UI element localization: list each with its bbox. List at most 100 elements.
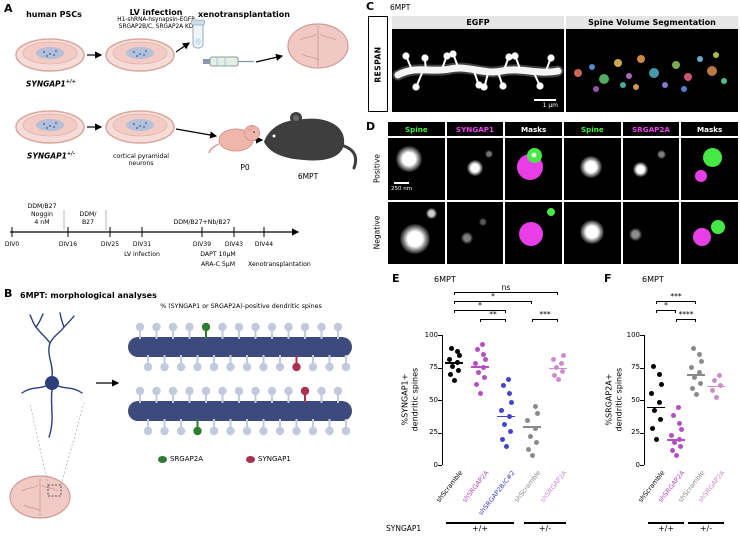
col-header-masks-2: Masks — [681, 122, 738, 136]
y-tick — [438, 465, 442, 466]
scatter-dot — [472, 361, 478, 367]
pup-age-label: P0 — [240, 163, 250, 172]
scatter-dot — [447, 371, 453, 377]
cell-masks2-negative — [681, 202, 738, 264]
significance-bar-end — [557, 319, 558, 322]
segmented-spine-blob — [633, 84, 639, 90]
scatter-dot — [505, 376, 511, 382]
scatter-dot — [551, 372, 557, 378]
scatter-dot — [482, 357, 488, 363]
cell-spine2-negative — [564, 202, 621, 264]
respan-label-box: RESPAN — [368, 16, 388, 112]
scatter-dot — [498, 407, 504, 413]
significance-label: ns — [501, 283, 511, 292]
y-tick — [640, 367, 644, 369]
panel-d-label: D — [366, 120, 376, 133]
y-tick-label: 0 — [635, 460, 640, 469]
row-label-negative: Negative — [372, 215, 382, 250]
significance-label: **** — [678, 310, 694, 319]
segmented-spine-blob — [626, 73, 632, 79]
segmented-spine-blob — [593, 86, 599, 92]
scatter-dot — [451, 378, 457, 383]
segmented-spine-blob — [662, 82, 668, 88]
scale-bar-label: 1 µm — [542, 102, 558, 109]
significance-bar-end — [454, 310, 455, 313]
lv-construct-line1: H1-shRNA-hsynapsin-EGFP — [117, 17, 195, 23]
significance-bar — [454, 301, 532, 302]
cell-srgap2a-positive — [622, 138, 680, 200]
phase1-line3: 4 nM — [34, 219, 49, 226]
scatter-dot — [524, 418, 530, 424]
scatter-dot — [676, 420, 682, 426]
segmented-spine-blob — [599, 74, 609, 84]
y-tick — [640, 465, 644, 466]
scatter-dot — [454, 349, 460, 355]
significance-label: *** — [670, 292, 682, 301]
xeno-note: Xenotransplantation — [248, 261, 311, 268]
scatter-dot — [529, 453, 535, 459]
y-tick-label: 50 — [631, 395, 640, 404]
y-tick-label: 25 — [631, 428, 640, 436]
morphology-illustration — [9, 312, 352, 519]
scatter-dot — [711, 378, 717, 383]
scatter-dot — [477, 391, 483, 396]
significance-bar-end — [505, 319, 506, 322]
scatter-dot — [696, 370, 702, 376]
y-tick — [438, 432, 442, 434]
div0: DIV0 — [5, 241, 19, 248]
scatter-dot — [473, 381, 479, 387]
div43: DIV43 — [225, 241, 243, 248]
segmented-spine-blob — [620, 82, 626, 88]
y-tick-label: 0 — [433, 460, 438, 469]
scatter-dot — [669, 448, 675, 454]
scatter-dot — [507, 428, 513, 434]
scatter-dot — [675, 405, 681, 411]
genotype-syngap1-het: SYNGAP1+/- — [27, 151, 75, 161]
scatter-dot — [648, 391, 654, 396]
phase3: DDM/B27+Nb/B27 — [173, 219, 230, 226]
scatter-dot — [696, 352, 702, 357]
segmented-spine-blob — [637, 55, 645, 63]
x-group-label: shSRGAP2A — [538, 469, 569, 504]
cell-syngap1-positive — [446, 138, 504, 200]
scatter-dot — [481, 375, 487, 381]
genotype-underline — [688, 522, 724, 524]
egfp-title: EGFP — [392, 16, 564, 29]
panel-c: C 6MPT RESPAN EGFP — [362, 0, 740, 118]
segmented-spine-blob — [649, 68, 659, 78]
cell-masks-negative — [505, 202, 562, 264]
col-header-spine-1: Spine — [388, 122, 445, 136]
median-line — [549, 367, 567, 369]
segmented-spine-blob — [589, 64, 595, 70]
y-tick-label: 75 — [429, 363, 438, 371]
spine-measure-label: % (SYNGAP1 or SRGAP2A)-positive dendriti… — [160, 303, 322, 310]
median-line — [497, 415, 515, 418]
scatter-dot — [446, 357, 452, 363]
scatter-dot — [668, 432, 674, 438]
scatter-dot — [691, 375, 697, 381]
scatter-dot — [501, 422, 507, 428]
scatter-dot — [559, 368, 565, 374]
div25: DIV25 — [101, 241, 119, 248]
significance-bar-end — [454, 292, 455, 295]
y-tick — [438, 367, 442, 369]
significance-bar-end — [480, 319, 481, 322]
step-human-pscs-title: human PSCs — [26, 10, 82, 19]
timepoint-label: 6MPT — [390, 3, 411, 12]
y-tick — [438, 400, 442, 401]
egfp-image: 1 µm — [392, 29, 564, 112]
significance-bar-end — [676, 319, 677, 322]
significance-bar-end — [656, 301, 657, 304]
scatter-dot — [693, 392, 699, 398]
div31: DIV31 — [133, 241, 151, 248]
scatter-dot — [474, 346, 480, 352]
neuron-icon — [21, 312, 83, 438]
scatter-dot — [651, 407, 657, 413]
phase2-line1: DDM/ — [80, 211, 98, 218]
median-line — [647, 406, 665, 408]
syngap1-color-swatch — [246, 455, 255, 463]
scatter-dot — [658, 381, 664, 387]
cell-spine-negative — [388, 202, 445, 264]
significance-bar — [532, 319, 558, 320]
